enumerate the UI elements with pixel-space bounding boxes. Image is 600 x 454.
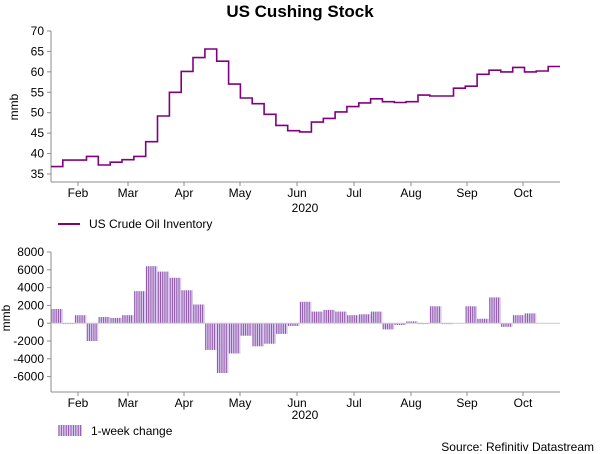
bottom-y-tick-label: -2000	[13, 334, 44, 348]
bottom-bar	[216, 323, 229, 373]
bottom-y-tick-label: 6000	[17, 263, 44, 277]
top-y-label: mmb	[7, 93, 21, 120]
top-y-tick-label: 40	[31, 147, 45, 161]
top-y-tick-label: 35	[31, 167, 45, 181]
bottom-bar	[429, 306, 442, 324]
bottom-bar	[323, 309, 336, 324]
bottom-bar	[110, 317, 122, 324]
bottom-y-tick-label: 4000	[17, 281, 44, 295]
bottom-bar	[98, 317, 111, 324]
bottom-bar	[335, 311, 347, 324]
bottom-x-tick-label: Aug	[400, 396, 421, 410]
bottom-bar	[299, 301, 312, 324]
bottom-bar	[252, 323, 264, 347]
bottom-y-tick-label: -4000	[13, 352, 44, 366]
top-y-tick-label: 50	[31, 106, 45, 120]
bottom-bar	[51, 309, 63, 324]
top-x-tick-label: Jun	[287, 186, 306, 200]
bottom-y-tick-label: -6000	[13, 370, 44, 384]
bottom-bar	[181, 290, 193, 324]
bottom-panel: -6000 -4000 -2000 0 2000 4000 6000 8000 Feb Mar A…	[0, 245, 560, 438]
bottom-bar	[145, 266, 158, 324]
bottom-bar	[240, 323, 253, 336]
bottom-bar	[370, 311, 383, 324]
top-x-tick-label: Apr	[175, 186, 194, 200]
bottom-legend-swatch	[58, 425, 82, 436]
top-y-tick-label: 55	[31, 85, 45, 99]
bottom-x-tick-label: Mar	[118, 396, 139, 410]
bottom-legend: 1-week change	[58, 424, 173, 438]
bottom-y-tick-label: 2000	[17, 298, 44, 312]
bottom-bar	[157, 271, 170, 324]
bottom-x-tick-label: Apr	[175, 396, 194, 410]
bottom-bar	[465, 306, 478, 324]
top-y-tick-label: 60	[31, 65, 45, 79]
bottom-x-tick-label: Feb	[68, 396, 89, 410]
bottom-bar	[346, 315, 359, 324]
bottom-y-tick-label: 0	[37, 316, 44, 330]
bottom-bar	[86, 323, 99, 341]
top-series-line	[51, 48, 560, 168]
bottom-bar	[204, 323, 217, 350]
bottom-y-label: mmb	[0, 304, 13, 331]
bottom-legend-label: 1-week change	[91, 424, 173, 438]
bottom-x-year-label: 2020	[292, 408, 319, 422]
top-y-tick-label: 45	[31, 126, 45, 140]
bottom-bar	[264, 323, 276, 344]
top-x-tick-label: May	[229, 186, 252, 200]
bottom-bar	[311, 311, 324, 324]
bottom-bar	[500, 323, 513, 327]
bottom-bar	[133, 291, 146, 324]
top-panel: 35 40 45 50 55 60 65 70 Feb Mar Apr May Jun Jul Aug Se…	[7, 24, 560, 231]
top-x-tick-label: Feb	[68, 186, 89, 200]
bottom-bar	[524, 313, 537, 324]
bottom-bar	[477, 318, 489, 324]
top-x-tick-label: Sep	[456, 186, 478, 200]
bottom-bar	[275, 323, 288, 334]
source-note: Source: Refinitiv Datastream	[441, 440, 594, 454]
bottom-bar	[193, 304, 205, 324]
top-legend: US Crude Oil Inventory	[58, 217, 212, 231]
bottom-bar	[358, 314, 371, 324]
top-x-tick-label: Mar	[118, 186, 139, 200]
top-y-tick-label: 70	[31, 24, 45, 38]
bottom-y-tick-label: 8000	[17, 245, 44, 259]
bottom-bar	[489, 297, 501, 324]
top-x-tick-label: Aug	[400, 186, 421, 200]
bottom-bar	[512, 315, 525, 324]
bottom-bar	[382, 323, 395, 330]
top-y-tick-label: 65	[31, 44, 45, 58]
top-x-year-label: 2020	[292, 201, 319, 215]
top-legend-label: US Crude Oil Inventory	[89, 217, 212, 231]
bottom-bar	[74, 315, 87, 324]
top-x-tick-label: Oct	[514, 186, 533, 200]
bottom-bar	[228, 323, 241, 354]
bottom-x-tick-label: Jul	[346, 396, 361, 410]
chart-title: US Cushing Stock	[226, 2, 374, 21]
bottom-x-tick-label: Jun	[287, 396, 306, 410]
bottom-x-tick-label: May	[229, 396, 252, 410]
bottom-x-tick-label: Sep	[456, 396, 478, 410]
bottom-bar	[122, 315, 134, 324]
bottom-x-tick-label: Oct	[514, 396, 533, 410]
top-x-tick-label: Jul	[346, 186, 361, 200]
bottom-bar	[169, 277, 182, 324]
